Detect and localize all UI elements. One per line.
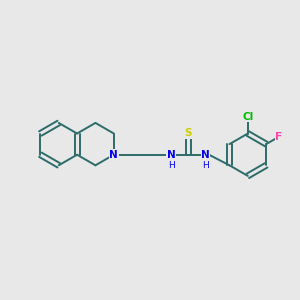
Text: H: H [202, 161, 209, 170]
Text: F: F [275, 132, 282, 142]
Text: H: H [168, 161, 175, 170]
Text: N: N [110, 150, 118, 160]
Text: N: N [201, 150, 210, 160]
Text: N: N [167, 150, 176, 160]
Text: Cl: Cl [242, 112, 254, 122]
Text: S: S [184, 128, 192, 138]
